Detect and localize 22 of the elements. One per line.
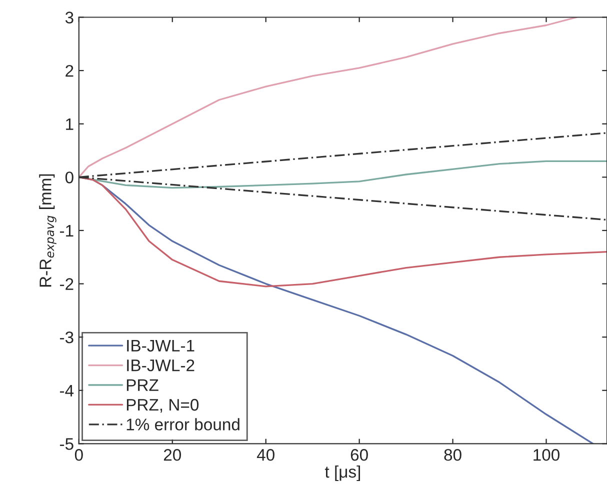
legend-label: PRZ, N=0 — [126, 398, 199, 413]
y-tick-label: -3 — [60, 331, 74, 344]
x-tick-label: 40 — [256, 449, 274, 461]
x-tick-label: 0 — [74, 449, 83, 461]
y-tick-label: 0 — [65, 172, 74, 184]
y-tick-label: -4 — [60, 384, 74, 396]
legend-label: IB-JWL-2 — [127, 359, 194, 372]
y-axis-title: R-R$_{expavg}$ [mm] — [39, 174, 56, 287]
y-tick-label: 2 — [66, 64, 74, 77]
y-tick-label: -2 — [60, 278, 74, 290]
y-tick-label: 1 — [66, 118, 74, 130]
x-axis-title: t [μs] — [324, 465, 360, 482]
x-tick-label: 100 — [534, 449, 560, 461]
y-tick-label: -1 — [60, 225, 74, 237]
x-tick-label: 80 — [444, 449, 462, 461]
legend-label: 1% error bound — [126, 418, 240, 430]
x-tick-label: 20 — [164, 449, 181, 461]
y-tick-label: 3 — [65, 12, 74, 24]
x-tick-label: 60 — [350, 449, 368, 461]
legend-label: PRZ — [126, 379, 158, 391]
legend-label: IB-JWL-1 — [127, 340, 194, 352]
y-tick-label: -5 — [60, 438, 74, 450]
